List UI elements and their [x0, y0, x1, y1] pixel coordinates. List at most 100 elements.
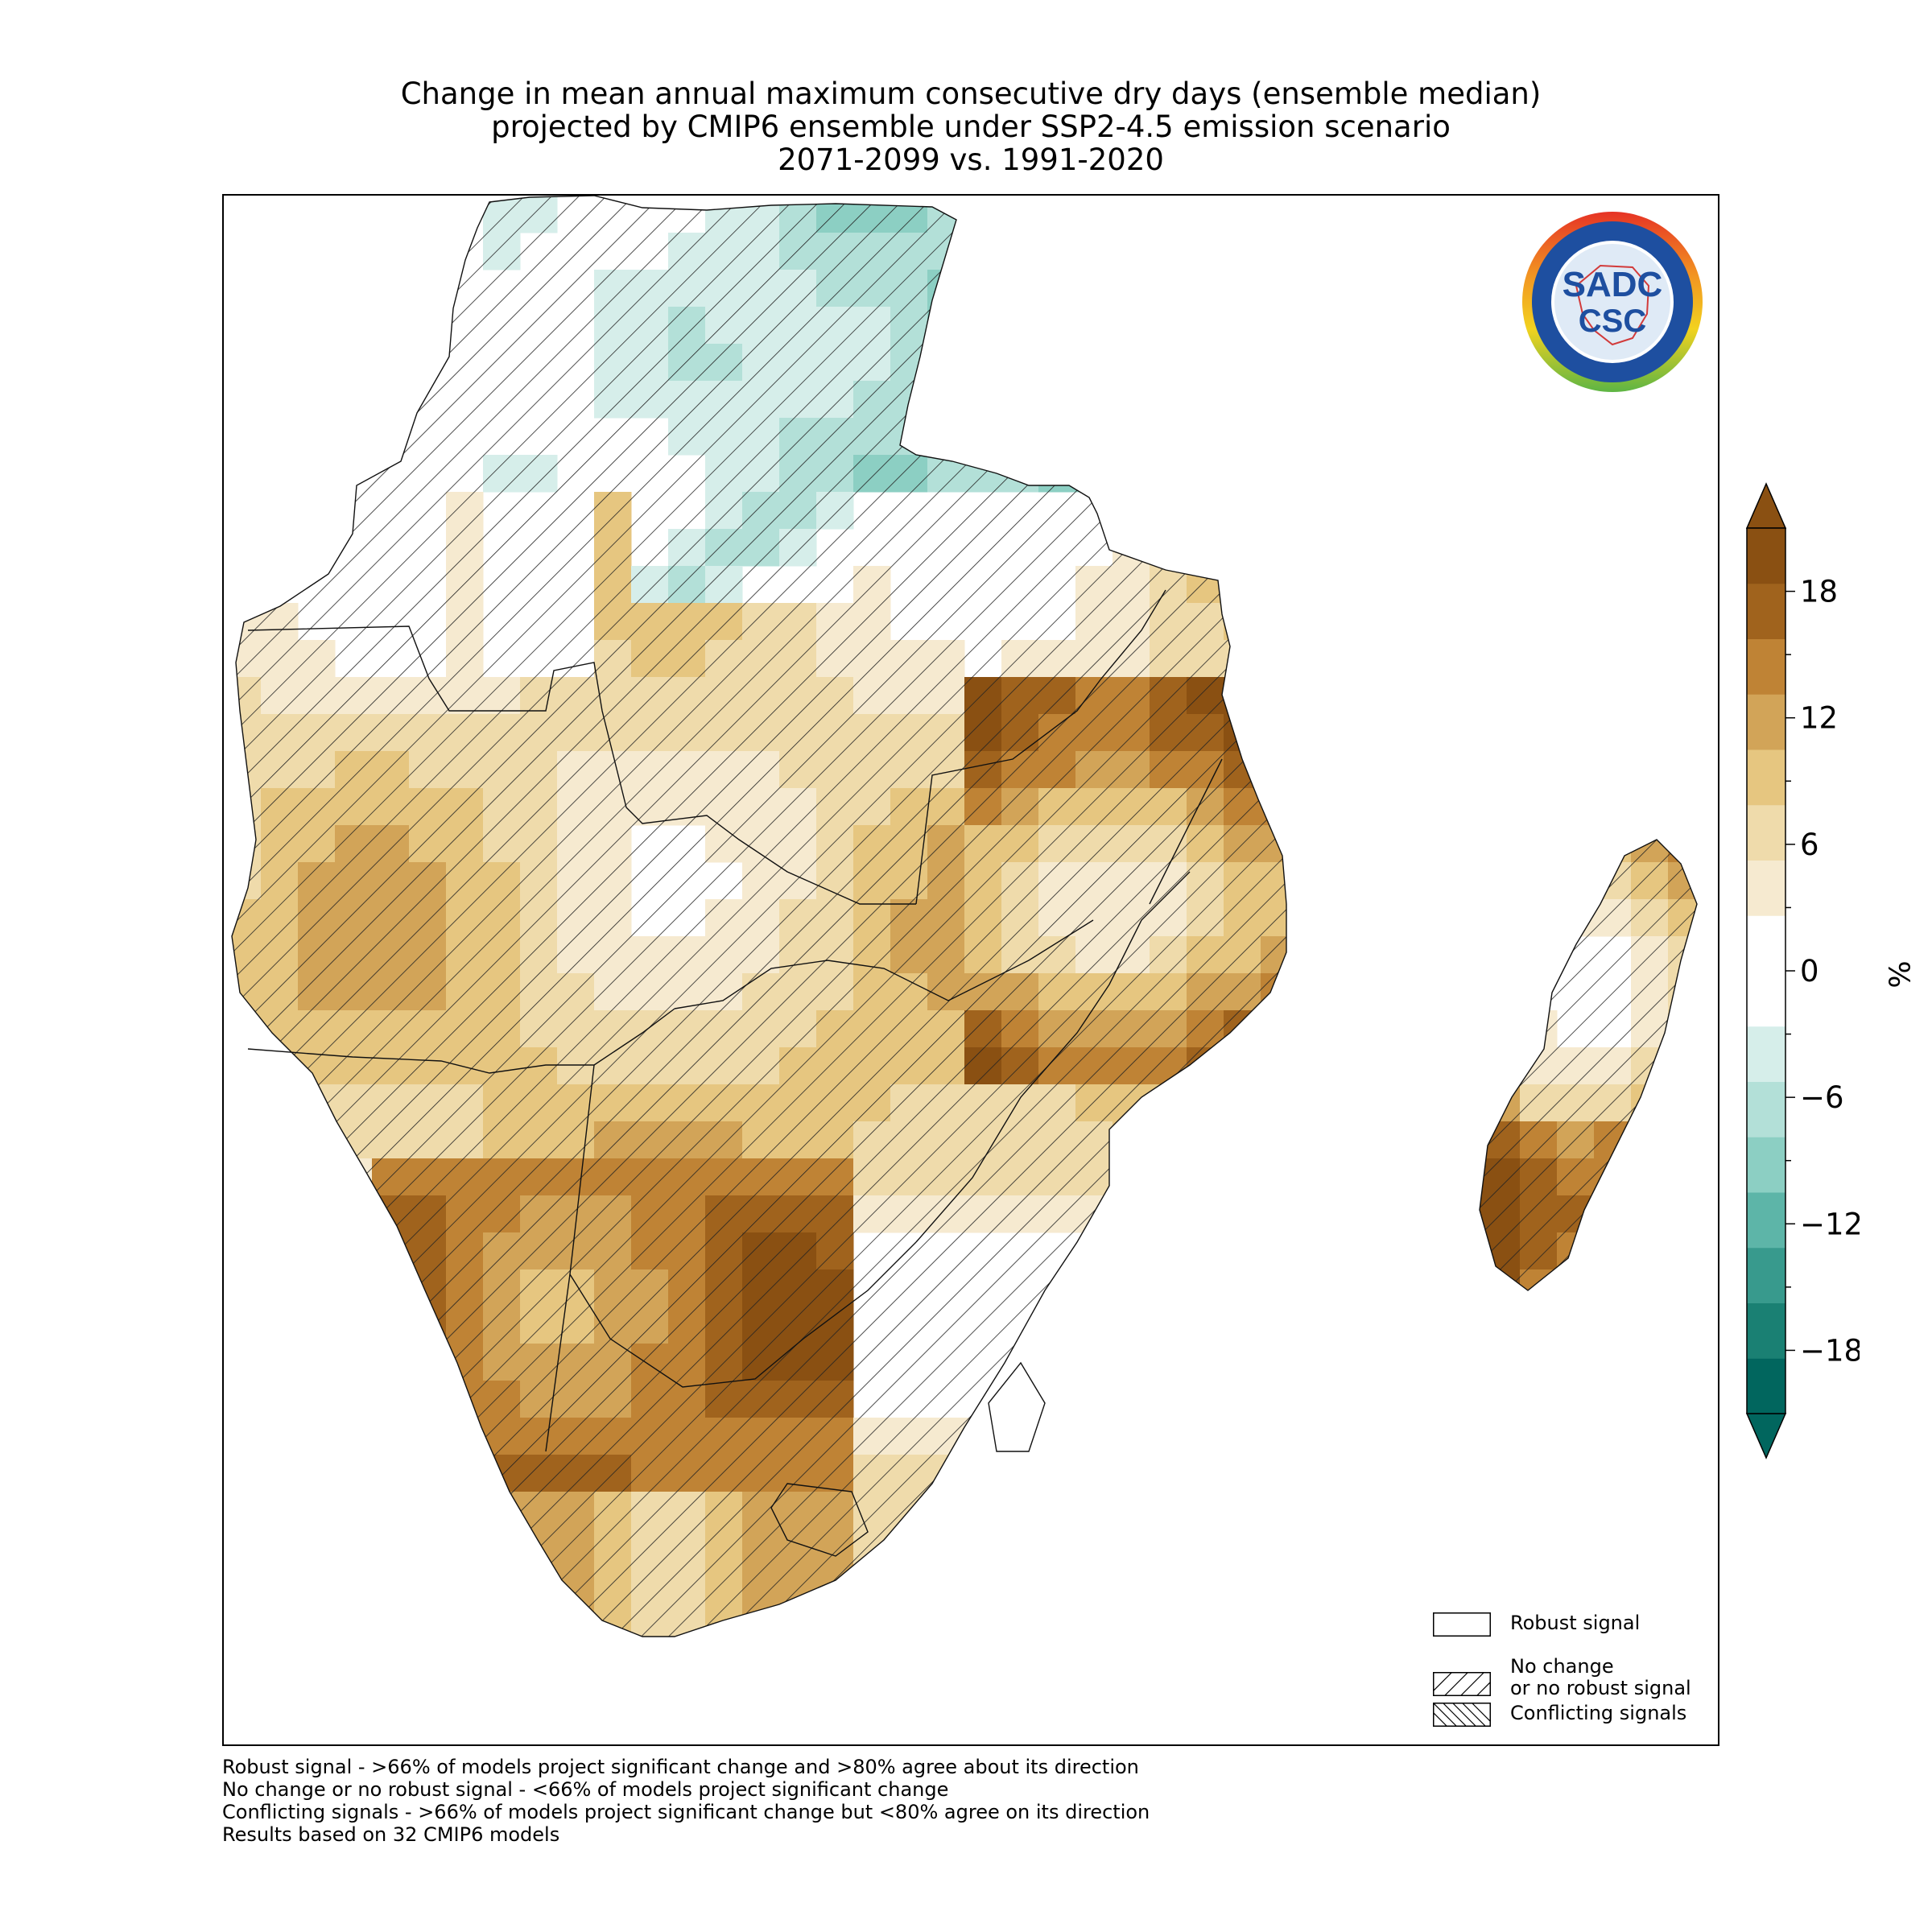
grid-cell: [927, 1529, 965, 1567]
grid-cell: [1705, 714, 1719, 752]
grid-cell: [1409, 825, 1447, 863]
grid-cell: [1483, 640, 1521, 678]
colorbar-extend-max: [1745, 482, 1787, 529]
grid-cell: [1483, 529, 1521, 567]
grid-cell: [1298, 973, 1335, 1011]
grid-cell: [1446, 1455, 1484, 1492]
grid-cell: [1705, 1158, 1719, 1196]
grid-cell: [594, 1640, 632, 1678]
grid-cell: [261, 1677, 299, 1715]
grid-cell: [298, 1121, 336, 1159]
grid-cell: [1409, 1529, 1447, 1567]
grid-cell: [1224, 1455, 1261, 1492]
grid-cell: [1261, 1714, 1298, 1746]
grid-cell: [1113, 1640, 1150, 1678]
grid-cell: [557, 1677, 595, 1715]
grid-cell: [1446, 1381, 1484, 1418]
grid-cell: [1594, 788, 1632, 826]
grid-cell: [816, 1677, 854, 1715]
grid-cell: [232, 1529, 262, 1567]
colorbar-segment: [1747, 1081, 1785, 1137]
grid-cell: [1557, 751, 1595, 789]
grid-cell: [964, 344, 1002, 382]
grid-cell: [1335, 344, 1373, 382]
grid-cell: [1113, 1677, 1150, 1715]
grid-cell: [1446, 270, 1484, 308]
colorbar-segment: [1747, 971, 1785, 1027]
grid-cell: [1520, 677, 1558, 715]
grid-cell: [1705, 492, 1719, 530]
grid-cell: [1261, 603, 1298, 641]
grid-cell: [1372, 233, 1410, 270]
grid-cell: [372, 1677, 410, 1715]
grid-cell: [927, 418, 965, 456]
grid-cell: [1520, 640, 1558, 678]
grid-cell: [1335, 307, 1373, 345]
grid-cell: [1335, 1084, 1373, 1122]
grid-cell: [335, 1455, 373, 1492]
border-malawi: [1149, 758, 1223, 905]
grid-cell: [1113, 1158, 1150, 1196]
grid-cell: [890, 1603, 928, 1637]
grid-cell: [853, 1640, 891, 1678]
grid-cell: [1594, 1566, 1632, 1604]
grid-cell: [1631, 1418, 1669, 1455]
grid-cell: [705, 1640, 743, 1678]
grid-cell: [1187, 1566, 1224, 1604]
grid-cell: [853, 1603, 891, 1637]
grid-cell: [1483, 1047, 1521, 1085]
colorbar-segment: [1747, 638, 1785, 695]
grid-cell: [1705, 1677, 1719, 1715]
grid-cell: [1631, 1566, 1669, 1604]
grid-cell: [964, 1640, 1002, 1678]
grid-cell: [1001, 307, 1039, 345]
grid-cell: [1557, 788, 1595, 826]
grid-cell: [1150, 1195, 1187, 1233]
grid-cell: [1001, 196, 1039, 233]
grid-cell: [1668, 640, 1697, 678]
grid-cell: [1224, 566, 1261, 604]
grid-cell: [1298, 640, 1335, 678]
grid-cell: [1409, 1084, 1447, 1122]
grid-cell: [964, 270, 1002, 308]
grid-cell: [409, 1714, 447, 1746]
grid-cell: [261, 1269, 299, 1307]
grid-cell: [1298, 1455, 1335, 1492]
colorbar-segment: [1747, 694, 1785, 750]
grid-cell: [1372, 1158, 1410, 1196]
grid-cell: [298, 1640, 336, 1678]
grid-cell: [1298, 751, 1335, 789]
grid-cell: [372, 1307, 410, 1344]
grid-cell: [232, 1455, 262, 1492]
grid-cell: [1372, 307, 1410, 345]
grid-cell: [1261, 381, 1298, 419]
grid-cell: [1298, 1158, 1335, 1196]
grid-cell: [372, 1381, 410, 1418]
grid-cell: [1483, 788, 1521, 826]
grid-cell: [520, 1714, 558, 1746]
grid-cell: [446, 1603, 484, 1637]
grid-cell: [1668, 1084, 1697, 1122]
grid-cell: [1705, 1121, 1719, 1159]
grid-cell: [1075, 1640, 1113, 1678]
grid-cell: [1150, 196, 1187, 233]
grid-cell: [1446, 1084, 1484, 1122]
grid-cell: [1224, 381, 1261, 419]
grid-cell: [232, 1381, 262, 1418]
grid-cell: [372, 1566, 410, 1604]
grid-cell: [335, 1714, 373, 1746]
grid-cell: [927, 1677, 965, 1715]
grid-cell: [1557, 1381, 1595, 1418]
grid-cell: [1150, 1158, 1187, 1196]
grid-cell: [1705, 1344, 1719, 1381]
grid-cell: [1372, 270, 1410, 308]
grid-cell: [594, 1714, 632, 1746]
grid-cell: [1298, 196, 1335, 233]
grid-cell: [1150, 1529, 1187, 1567]
grid-cell: [1705, 1529, 1719, 1567]
grid-cell: [1705, 1047, 1719, 1085]
grid-cell: [1335, 1047, 1373, 1085]
grid-cell: [1668, 603, 1697, 641]
grid-cell: [1520, 603, 1558, 641]
grid-cell: [1038, 1640, 1076, 1678]
